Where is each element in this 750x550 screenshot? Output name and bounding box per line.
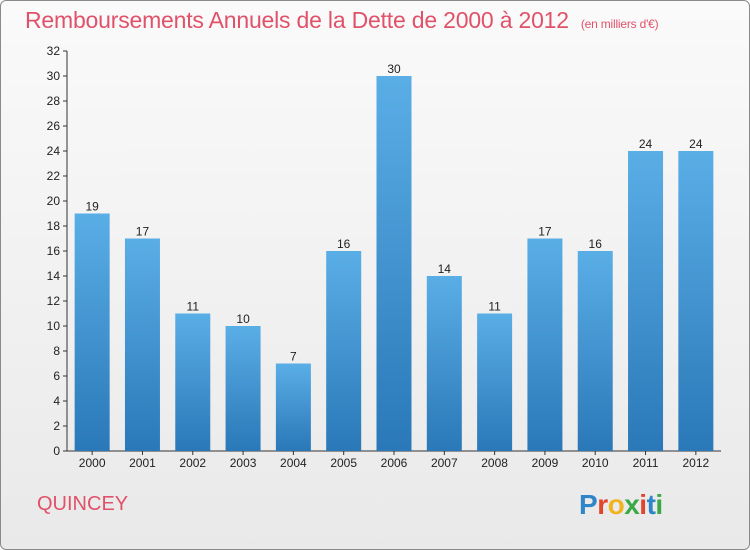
y-tick-label: 30 bbox=[47, 69, 61, 83]
bar bbox=[628, 151, 664, 451]
x-tick-label: 2000 bbox=[79, 456, 106, 470]
chart-unit: (en milliers d'€) bbox=[580, 17, 659, 31]
x-tick-label: 2006 bbox=[381, 456, 408, 470]
bar-value-label: 19 bbox=[85, 200, 99, 214]
bar-value-label: 17 bbox=[538, 225, 552, 239]
y-tick-label: 16 bbox=[47, 244, 61, 258]
logo-letter: i bbox=[639, 489, 647, 520]
bar bbox=[376, 76, 412, 451]
bar-value-label: 7 bbox=[290, 350, 297, 364]
y-tick-label: 28 bbox=[47, 94, 61, 108]
proxiti-logo: Proxiti bbox=[579, 489, 663, 521]
bar-value-label: 16 bbox=[589, 237, 603, 251]
x-tick-label: 2010 bbox=[582, 456, 609, 470]
y-tick-label: 26 bbox=[47, 119, 61, 133]
city-name: QUINCEY bbox=[37, 493, 129, 515]
x-tick-label: 2012 bbox=[682, 456, 709, 470]
bar bbox=[175, 313, 211, 451]
bar-value-label: 16 bbox=[337, 237, 351, 251]
x-tick-label: 2002 bbox=[179, 456, 206, 470]
x-tick-label: 2004 bbox=[280, 456, 307, 470]
logo-letter: P bbox=[579, 489, 598, 520]
chart-bars: 19 17 11 10 7 16 30 14 11 17 16 24 24 bbox=[74, 62, 714, 451]
chart-title-text: Remboursements Annuels de la Dette de 20… bbox=[25, 7, 569, 33]
bar-value-label: 24 bbox=[639, 137, 653, 151]
bar bbox=[225, 326, 261, 451]
logo-letter: r bbox=[597, 489, 608, 520]
y-tick-label: 0 bbox=[53, 444, 60, 458]
y-tick-label: 20 bbox=[47, 194, 61, 208]
y-tick-label: 32 bbox=[47, 44, 61, 58]
bar bbox=[124, 238, 160, 451]
x-tick-label: 2007 bbox=[431, 456, 458, 470]
y-tick-label: 22 bbox=[47, 169, 61, 183]
y-tick-label: 8 bbox=[53, 344, 60, 358]
bar-value-label: 11 bbox=[187, 300, 200, 314]
logo-letter: x bbox=[624, 489, 640, 520]
logo-letter: o bbox=[607, 489, 625, 520]
y-tick-label: 24 bbox=[47, 144, 61, 158]
x-tick-label: 2003 bbox=[230, 456, 257, 470]
bar-value-label: 17 bbox=[136, 225, 150, 239]
y-tick-label: 10 bbox=[47, 319, 61, 333]
bar-value-label: 10 bbox=[236, 312, 250, 326]
bar-value-label: 11 bbox=[488, 300, 501, 314]
bar bbox=[527, 238, 563, 451]
y-tick-label: 6 bbox=[53, 369, 60, 383]
bar-value-label: 24 bbox=[689, 137, 703, 151]
logo-letter: i bbox=[655, 489, 663, 520]
bar bbox=[477, 313, 513, 451]
bar bbox=[678, 151, 714, 451]
y-tick-label: 12 bbox=[47, 294, 61, 308]
y-tick-label: 4 bbox=[53, 394, 60, 408]
chart-title: Remboursements Annuels de la Dette de 20… bbox=[25, 7, 659, 34]
x-tick-label: 2009 bbox=[532, 456, 559, 470]
x-tick-label: 2001 bbox=[129, 456, 156, 470]
bar bbox=[275, 363, 311, 451]
y-tick-label: 18 bbox=[47, 219, 61, 233]
y-tick-label: 2 bbox=[53, 419, 60, 433]
y-tick-label: 14 bbox=[47, 269, 61, 283]
bar-value-label: 14 bbox=[438, 262, 452, 276]
bar bbox=[577, 251, 613, 451]
bar bbox=[426, 276, 462, 451]
x-tick-label: 2005 bbox=[330, 456, 357, 470]
bar bbox=[74, 213, 110, 451]
x-tick-label: 2011 bbox=[633, 456, 659, 470]
x-tick-label: 2008 bbox=[481, 456, 508, 470]
bar bbox=[326, 251, 362, 451]
bar-value-label: 30 bbox=[387, 62, 401, 76]
logo-letter: t bbox=[646, 489, 656, 520]
